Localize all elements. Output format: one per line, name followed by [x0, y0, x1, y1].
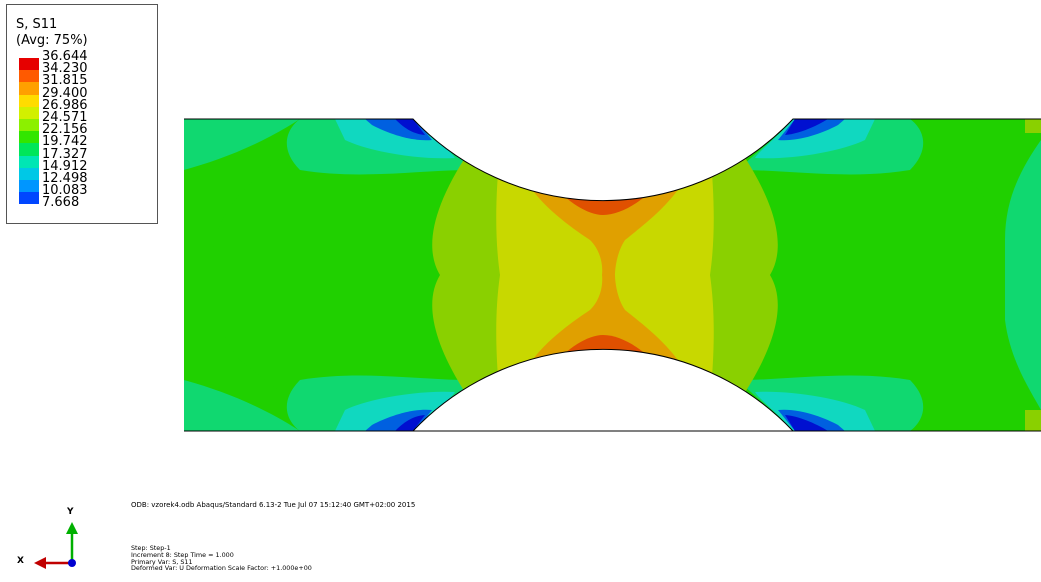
increment-label: Increment 8: Step Time = 1.000: [131, 550, 234, 559]
legend-swatch: [19, 155, 39, 168]
step-info: Step: Step-1 Increment 8: Step Time = 1.…: [131, 545, 312, 572]
x-axis-label: X: [17, 556, 24, 566]
specimen-outline: [184, 118, 1041, 432]
legend-swatch: [19, 106, 39, 119]
legend-swatch: [19, 82, 39, 95]
legend-value: 36.644: [42, 49, 88, 64]
deformed-var-label: Deformed Var: U Deformation Scale Factor…: [131, 564, 312, 573]
odb-info: ODB: vzorek4.odb Abaqus/Standard 6.13-2 …: [131, 501, 416, 509]
stress-field: [184, 119, 1041, 431]
primary-var-label: Primary Var: S, S11: [131, 557, 193, 566]
legend-value: 24.571: [42, 109, 88, 125]
legend-values: 36.644 34.230 31.815 29.400 26.986 24.571 22.1…: [42, 49, 88, 211]
contour-legend: S, S11 (Avg: 75%) 36.644 34.230 31.815 29.4…: [6, 4, 158, 224]
y-axis-label: Y: [67, 507, 74, 517]
legend-swatch: [19, 58, 39, 71]
legend-color-bar: [19, 58, 39, 205]
legend-averaging: (Avg: 75%): [16, 33, 88, 48]
legend-value: 17.327: [42, 146, 88, 162]
legend-value: 26.986: [42, 97, 88, 113]
legend-value: 19.742: [42, 134, 88, 150]
legend-swatch: [19, 131, 39, 144]
legend-swatch: [19, 94, 39, 107]
legend-swatch: [19, 143, 39, 156]
legend-value: 10.083: [42, 183, 88, 199]
legend-swatch: [19, 70, 39, 83]
legend-value: 14.912: [42, 158, 88, 174]
legend-value: 7.668: [42, 195, 80, 211]
legend-swatch: [19, 179, 39, 193]
legend-value: 22.156: [42, 122, 88, 138]
legend-swatch: [19, 192, 39, 205]
legend-value: 29.400: [42, 85, 88, 101]
step-label: Step: Step-1: [131, 544, 171, 552]
legend-swatch: [19, 167, 39, 180]
legend-value: 34.230: [42, 61, 88, 77]
legend-variable: S, S11: [16, 17, 58, 32]
legend-value: 12.498: [42, 170, 88, 186]
legend-value: 31.815: [42, 73, 88, 89]
legend-swatch: [19, 118, 39, 132]
